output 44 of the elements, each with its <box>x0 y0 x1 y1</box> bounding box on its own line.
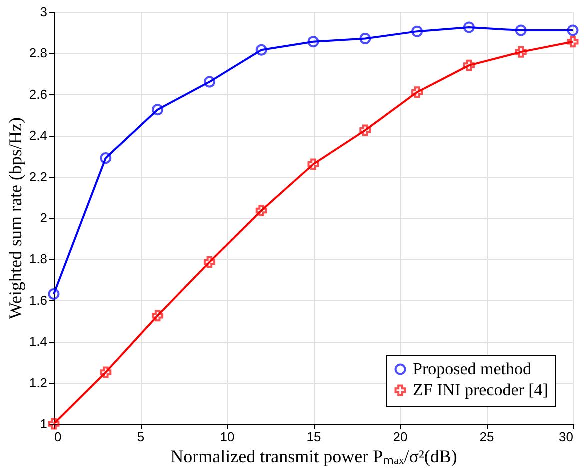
x-tick-label: 20 <box>393 430 408 444</box>
legend-label: Proposed method <box>413 360 532 378</box>
point <box>152 104 164 116</box>
point <box>100 366 112 378</box>
point <box>515 46 527 58</box>
y-tick-label: 3 <box>40 4 48 20</box>
point <box>256 44 268 56</box>
x-axis-title: Normalized transmit power Pₘₐₓ/σ²(dB) <box>170 446 458 466</box>
y-tick-label: 2.4 <box>29 128 48 144</box>
point <box>152 310 164 322</box>
point <box>308 158 320 170</box>
x-tick-label: 10 <box>220 430 235 444</box>
y-tick-label: 2.2 <box>29 169 48 184</box>
y-tick-label: 1.8 <box>29 252 48 267</box>
point <box>48 288 60 300</box>
y-tick-label: 1.2 <box>29 375 48 390</box>
point <box>360 124 372 136</box>
point <box>100 152 112 164</box>
point <box>48 418 60 430</box>
x-tick-label: 25 <box>480 430 494 444</box>
point <box>463 22 475 34</box>
y-axis-title: Weighted sum rate (bps/Hz) <box>5 118 26 320</box>
x-tick-label: 5 <box>137 430 145 444</box>
point <box>256 205 268 217</box>
point <box>567 24 579 36</box>
point <box>204 76 216 88</box>
point <box>412 86 424 98</box>
x-tick-label: 0 <box>54 430 62 444</box>
y-tick-label: 2.8 <box>29 46 48 61</box>
legend-label: ZF INI precoder [4] <box>413 380 548 400</box>
point <box>463 60 475 72</box>
y-tick-label: 1.6 <box>29 292 48 308</box>
x-tick-label: 30 <box>559 430 574 444</box>
point <box>204 256 216 268</box>
point <box>360 33 372 45</box>
y-tick-label: 2.6 <box>29 86 48 102</box>
point <box>515 24 527 36</box>
y-tick-label: 1 <box>40 416 48 432</box>
x-tick-label: 15 <box>306 430 322 444</box>
point <box>567 36 579 48</box>
point <box>308 36 320 48</box>
y-tick-label: 1.4 <box>29 334 48 350</box>
point <box>412 26 424 38</box>
y-tick-label: 2 <box>40 210 48 226</box>
